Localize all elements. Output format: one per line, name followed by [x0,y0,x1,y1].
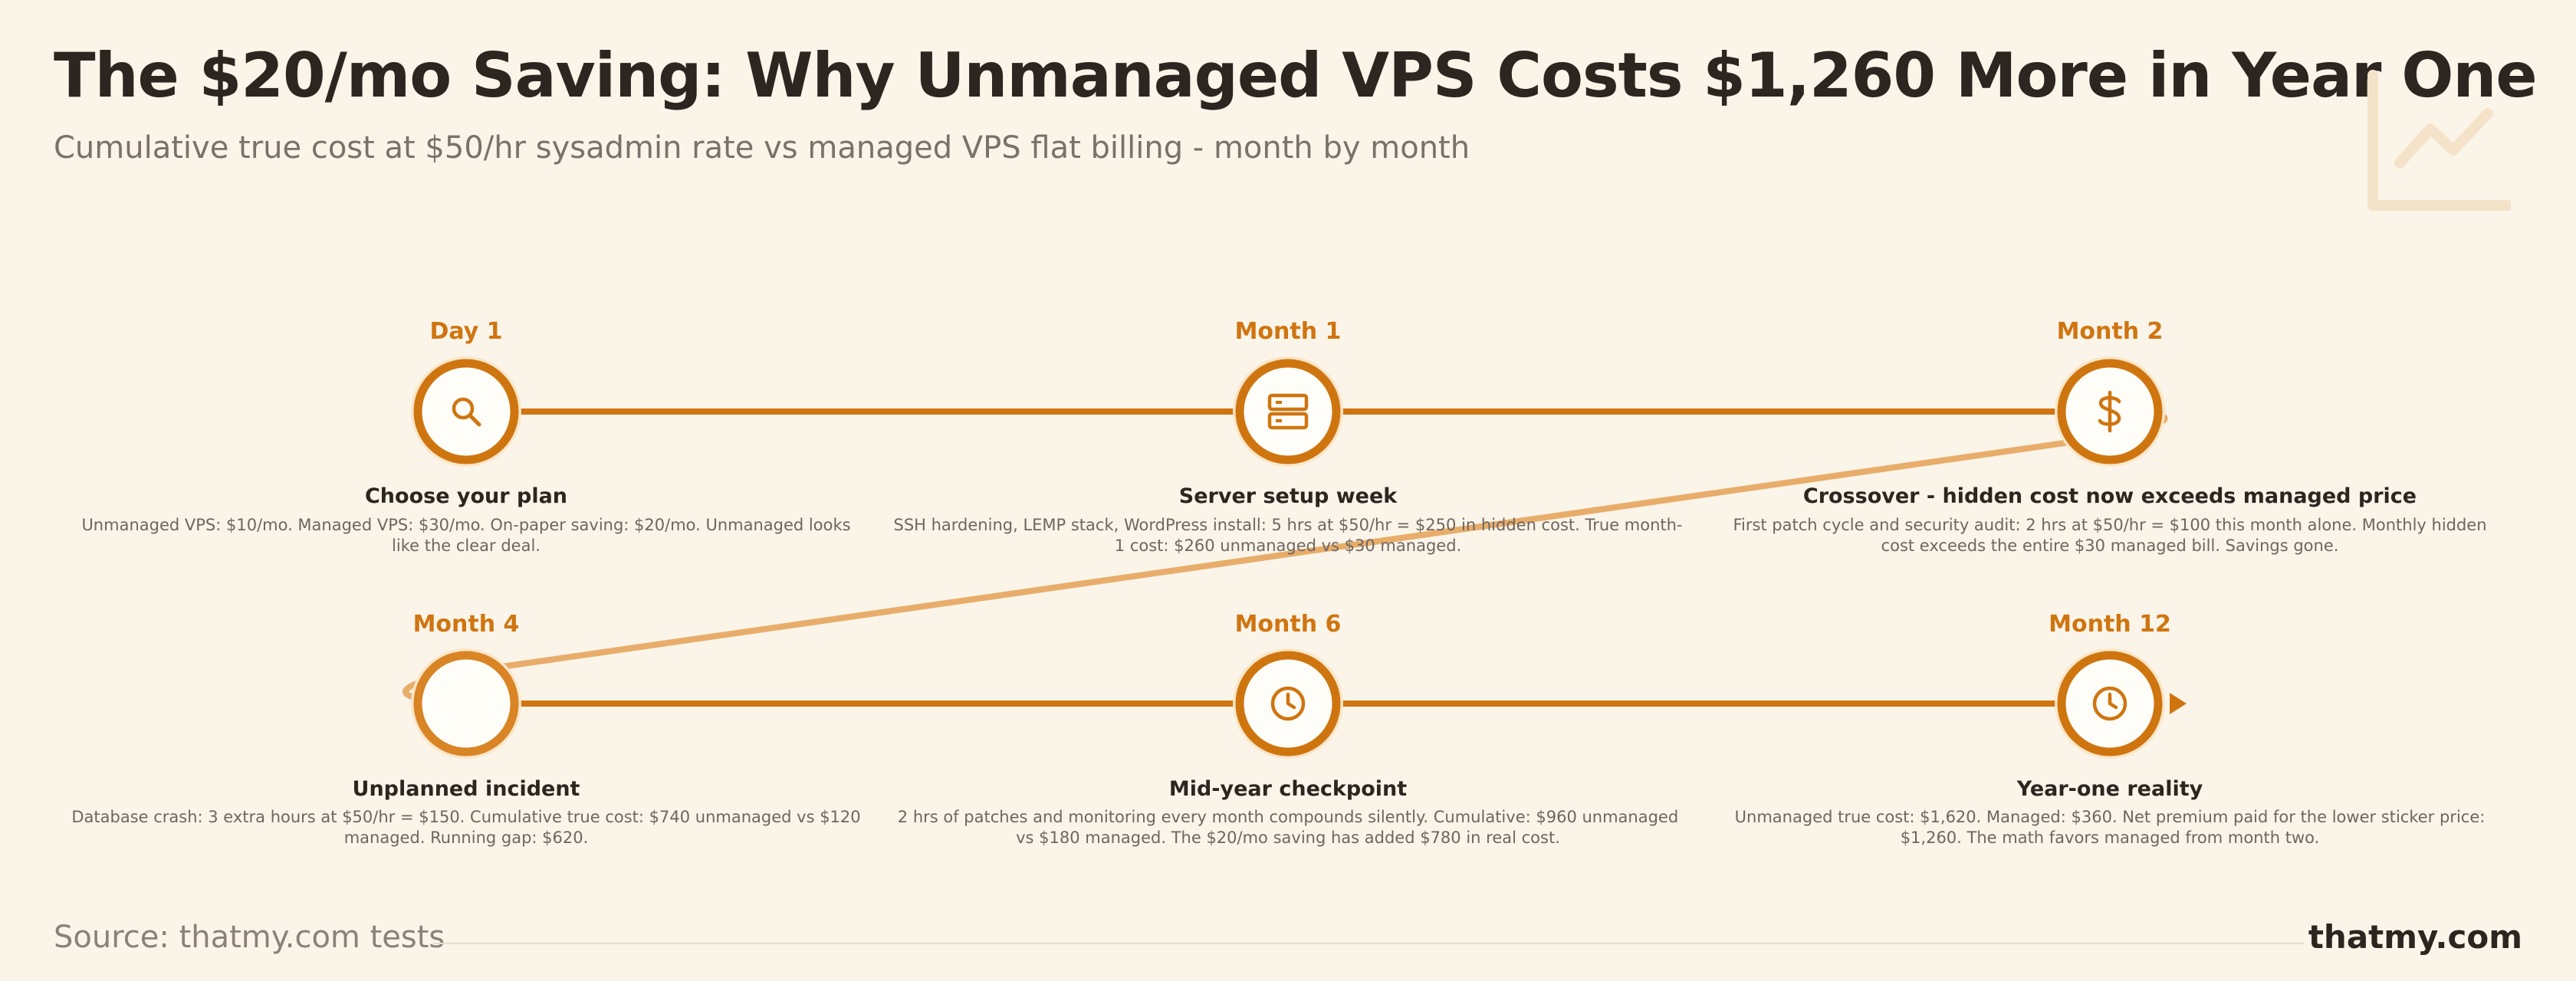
step-heading-choose-plan: Choose your plan [364,484,568,508]
footer-divider [433,943,2304,944]
step-node [413,651,519,756]
brand-logo-text: thatmy.com [2308,918,2522,956]
step-label-month-1: Month 1 [1234,318,1342,345]
search-icon [439,385,493,438]
step-label-month-2: Month 2 [2056,318,2164,345]
line-chart-icon [2367,70,2511,211]
page-subtitle: Cumulative true cost at $50/hr sysadmin … [54,130,1470,166]
clock-icon [2083,677,2137,730]
step-heading-server-setup: Server setup week [1178,484,1398,508]
step-heading-crossover: Crossover - hidden cost now exceeds mana… [1802,484,2417,508]
clock-icon [1261,677,1315,730]
source-note: Source: thatmy.com tests [54,920,445,955]
step-node [1235,359,1341,464]
step-description-server-setup: SSH hardening, LEMP stack, WordPress ins… [893,516,1683,555]
dollar-icon [2083,385,2137,438]
step-description-crossover: First patch cycle and security audit: 2 … [1733,516,2487,555]
page-title: The $20/mo Saving: Why Unmanaged VPS Cos… [54,40,2538,111]
step-heading-unplanned-incident: Unplanned incident [352,777,580,801]
step-heading-year-one: Year-one reality [2016,777,2203,801]
step-description-choose-plan: Unmanaged VPS: $10/mo. Managed VPS: $30/… [81,516,851,555]
step-label-month-12: Month 12 [2049,611,2171,638]
step-label-month-4: Month 4 [412,611,520,638]
step-label-day-1: Day 1 [429,318,503,345]
step-node [413,359,519,464]
server-icon [1261,385,1315,438]
step-description-mid-year: 2 hrs of patches and monitoring every mo… [897,808,1679,847]
step-heading-mid-year: Mid-year checkpoint [1168,777,1408,801]
step-description-year-one: Unmanaged true cost: $1,620. Managed: $3… [1734,808,2486,847]
step-description-unplanned-incident: Database crash: 3 extra hours at $50/hr … [71,808,861,847]
step-label-month-6: Month 6 [1234,611,1342,638]
timeline-end-arrow [2170,693,2187,714]
